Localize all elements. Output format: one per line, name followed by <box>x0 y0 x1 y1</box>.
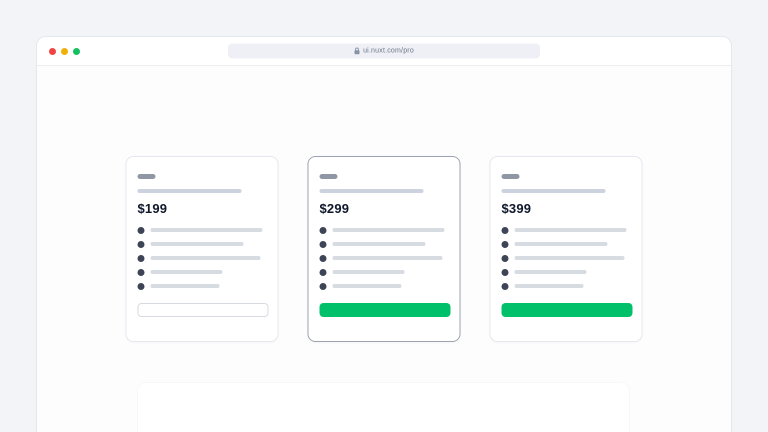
feature-text-placeholder <box>332 270 405 274</box>
bullet-icon <box>319 282 327 290</box>
bullet-icon <box>501 254 509 262</box>
card-subtitle-placeholder <box>501 189 606 193</box>
feature-item <box>501 265 631 279</box>
feature-text-placeholder <box>514 228 627 232</box>
expand-window-button[interactable] <box>73 47 80 55</box>
minimize-window-button[interactable] <box>61 47 68 55</box>
feature-text-placeholder <box>514 270 587 274</box>
card-title-placeholder <box>501 174 520 179</box>
pricing-grid: $199 $299 <box>125 156 643 342</box>
address-bar[interactable]: ui.nuxt.com/pro <box>228 43 540 59</box>
card-title-placeholder <box>319 174 338 179</box>
pricing-card-standard: $299 <box>307 156 461 342</box>
feature-item <box>501 223 631 237</box>
feature-text-placeholder <box>150 284 220 288</box>
pricing-card-basic: $199 <box>125 156 279 342</box>
buy-button-outline[interactable] <box>137 303 269 317</box>
feature-list <box>319 223 449 293</box>
price-label: $299 <box>319 201 350 216</box>
bullet-icon <box>319 254 327 262</box>
close-window-button[interactable] <box>49 47 56 55</box>
bullet-icon <box>319 226 327 234</box>
feature-item <box>319 279 449 293</box>
feature-text-placeholder <box>514 284 584 288</box>
price-label: $199 <box>137 201 168 216</box>
card-subtitle-placeholder <box>319 189 424 193</box>
price-label: $399 <box>501 201 532 216</box>
feature-text-placeholder <box>514 242 608 246</box>
bullet-icon <box>137 226 145 234</box>
feature-item <box>137 223 267 237</box>
feature-text-placeholder <box>514 256 625 260</box>
bullet-icon <box>501 226 509 234</box>
feature-text-placeholder <box>150 228 263 232</box>
next-section-panel <box>138 383 629 432</box>
feature-item <box>319 223 449 237</box>
feature-text-placeholder <box>332 284 402 288</box>
feature-list <box>501 223 631 293</box>
buy-button-primary[interactable] <box>319 303 451 317</box>
page-content: $199 $299 <box>37 66 731 432</box>
feature-text-placeholder <box>150 242 244 246</box>
feature-text-placeholder <box>150 270 223 274</box>
bullet-icon <box>137 240 145 248</box>
card-title-placeholder <box>137 174 156 179</box>
feature-item <box>137 237 267 251</box>
feature-text-placeholder <box>332 256 443 260</box>
feature-list <box>137 223 267 293</box>
pricing-card-premium: $399 <box>489 156 643 342</box>
bullet-icon <box>137 282 145 290</box>
feature-item <box>501 251 631 265</box>
bullet-icon <box>501 240 509 248</box>
bullet-icon <box>501 268 509 276</box>
address-url: ui.nuxt.com/pro <box>363 47 414 55</box>
browser-toolbar: ui.nuxt.com/pro <box>37 37 731 66</box>
feature-item <box>137 265 267 279</box>
feature-item <box>319 251 449 265</box>
bullet-icon <box>319 268 327 276</box>
traffic-lights <box>49 37 80 65</box>
bullet-icon <box>137 268 145 276</box>
bullet-icon <box>501 282 509 290</box>
buy-button-primary[interactable] <box>501 303 633 317</box>
feature-item <box>319 237 449 251</box>
feature-text-placeholder <box>332 242 426 246</box>
feature-item <box>137 279 267 293</box>
feature-text-placeholder <box>332 228 445 232</box>
lock-icon <box>354 47 360 55</box>
feature-item <box>319 265 449 279</box>
feature-item <box>137 251 267 265</box>
bullet-icon <box>137 254 145 262</box>
browser-window: ui.nuxt.com/pro $199 <box>36 36 732 432</box>
feature-text-placeholder <box>150 256 261 260</box>
feature-item <box>501 279 631 293</box>
feature-item <box>501 237 631 251</box>
bullet-icon <box>319 240 327 248</box>
card-subtitle-placeholder <box>137 189 242 193</box>
